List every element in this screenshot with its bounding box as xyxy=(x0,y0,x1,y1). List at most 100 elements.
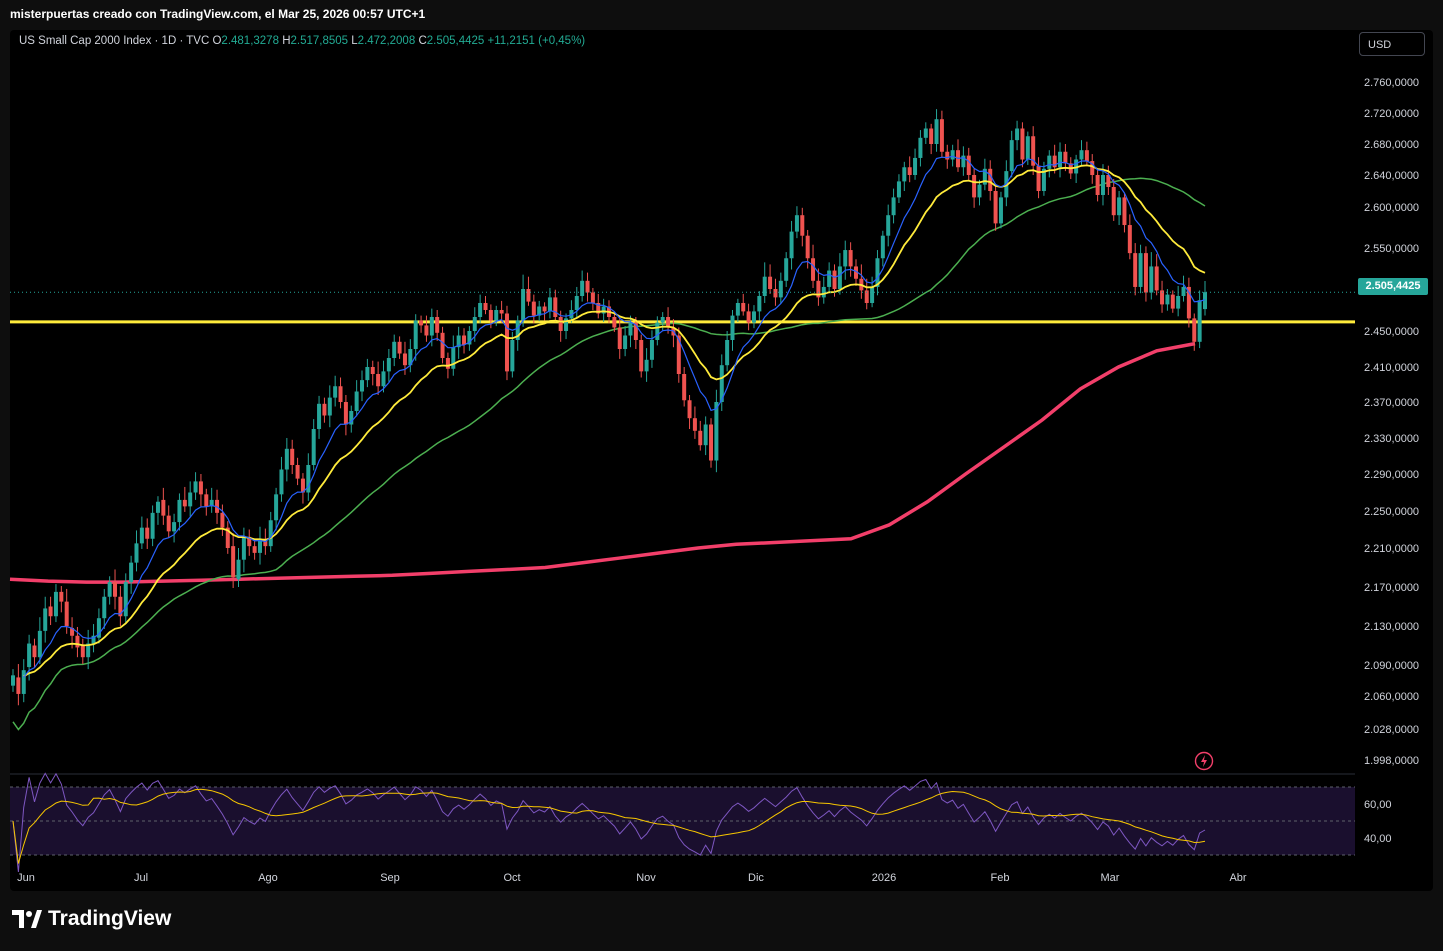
candle-body xyxy=(558,317,563,331)
rsi-line xyxy=(12,772,1206,873)
currency-button[interactable]: USD xyxy=(1359,32,1425,56)
candle-body xyxy=(80,645,85,658)
candle-body xyxy=(311,429,316,465)
change-value: +11,2151 (+0,45%) xyxy=(487,35,586,47)
candle-body xyxy=(682,374,687,401)
candle-body xyxy=(1063,151,1068,164)
candle-body xyxy=(751,311,756,323)
candle-body xyxy=(134,543,139,563)
lightning-bolt-icon[interactable] xyxy=(1194,751,1214,771)
candle-body xyxy=(784,258,789,281)
candle-body xyxy=(977,184,982,198)
candle-body xyxy=(381,371,386,387)
candle-body xyxy=(499,310,504,314)
candle-body xyxy=(145,527,150,539)
candle-body xyxy=(1041,168,1046,191)
candle-body xyxy=(725,340,730,366)
price-axis-tick: 2.290,0000 xyxy=(1364,469,1419,481)
candle-body xyxy=(730,315,735,340)
candle-body xyxy=(1143,253,1148,293)
candle-body xyxy=(247,536,252,547)
candle-body xyxy=(118,596,123,617)
candle-body xyxy=(923,128,928,138)
candle-body xyxy=(472,317,477,331)
time-axis-tick: Jun xyxy=(17,872,35,884)
ohlc-legend: US Small Cap 2000 Index · 1D · TVC O2.48… xyxy=(19,35,585,47)
candle-body xyxy=(1133,253,1138,287)
high-value: 2.517,8505 xyxy=(290,35,349,47)
price-axis-tick: 2.550,0000 xyxy=(1364,243,1419,255)
price-axis-tick: 2.410,0000 xyxy=(1364,362,1419,374)
candle-body xyxy=(590,292,595,303)
price-axis-tick: 2.250,0000 xyxy=(1364,506,1419,518)
candle-body xyxy=(870,286,875,303)
candle-body xyxy=(48,606,53,617)
candle-body xyxy=(735,303,740,316)
price-axis-tick: 2.720,0000 xyxy=(1364,108,1419,120)
candle-body xyxy=(504,313,509,372)
candle-body xyxy=(982,168,987,185)
candle-body xyxy=(445,358,450,369)
candle-body xyxy=(494,310,499,321)
candle-body xyxy=(123,582,128,617)
candle-body xyxy=(150,512,155,539)
candle-body xyxy=(11,675,15,686)
candle-body xyxy=(993,191,998,224)
candle-body xyxy=(365,367,370,381)
time-axis-tick: Jul xyxy=(134,872,148,884)
candle-body xyxy=(907,167,912,175)
candle-body xyxy=(649,340,654,360)
candle-body xyxy=(1090,161,1095,175)
candle-body xyxy=(1106,175,1111,187)
candle-body xyxy=(1170,294,1175,309)
candle-body xyxy=(306,465,311,493)
candle-body xyxy=(70,627,75,636)
low-label: L xyxy=(351,35,358,47)
candle-body xyxy=(864,290,869,303)
candle-body xyxy=(644,359,649,372)
candle-body xyxy=(107,582,112,597)
symbol-name[interactable]: US Small Cap 2000 Index · 1D · TVC xyxy=(19,35,210,47)
time-axis-tick: 2026 xyxy=(872,872,896,884)
candle-body xyxy=(322,403,327,416)
candle-body xyxy=(327,397,332,416)
price-axis-tick: 2.450,0000 xyxy=(1364,326,1419,338)
rsi-axis-tick: 40,00 xyxy=(1364,833,1392,845)
high-label: H xyxy=(282,35,291,47)
candle-body xyxy=(596,303,601,314)
open-value: 2.481,3278 xyxy=(221,35,279,47)
candle-body xyxy=(639,340,644,372)
candle-body xyxy=(188,492,193,507)
candle-body xyxy=(343,402,348,425)
candle-body xyxy=(1074,159,1079,174)
candle-body xyxy=(440,332,445,358)
candle-body xyxy=(284,448,289,470)
candle-body xyxy=(166,515,171,532)
candle-body xyxy=(462,335,467,345)
candle-body xyxy=(537,306,542,316)
candle-body xyxy=(354,391,359,411)
candle-body xyxy=(21,670,26,694)
candle-body xyxy=(91,635,96,644)
candle-body xyxy=(419,320,424,326)
candle-body xyxy=(290,448,295,465)
candle-body xyxy=(1160,290,1165,305)
candle-body xyxy=(220,512,225,528)
price-axis-tick: 2.130,0000 xyxy=(1364,621,1419,633)
candle-body xyxy=(934,119,939,144)
candle-body xyxy=(703,424,708,446)
candle-body xyxy=(617,327,622,349)
candle-body xyxy=(741,303,746,312)
candle-body xyxy=(252,546,257,553)
candle-body xyxy=(773,289,778,298)
candle-body xyxy=(821,286,826,298)
candle-body xyxy=(714,402,719,461)
candle-body xyxy=(172,522,177,532)
candle-body xyxy=(129,562,134,583)
candle-body xyxy=(966,155,971,175)
candle-body xyxy=(1154,266,1159,291)
tradingview-logo-icon xyxy=(12,910,42,928)
candle-body xyxy=(692,418,697,431)
candle-body xyxy=(113,582,118,597)
